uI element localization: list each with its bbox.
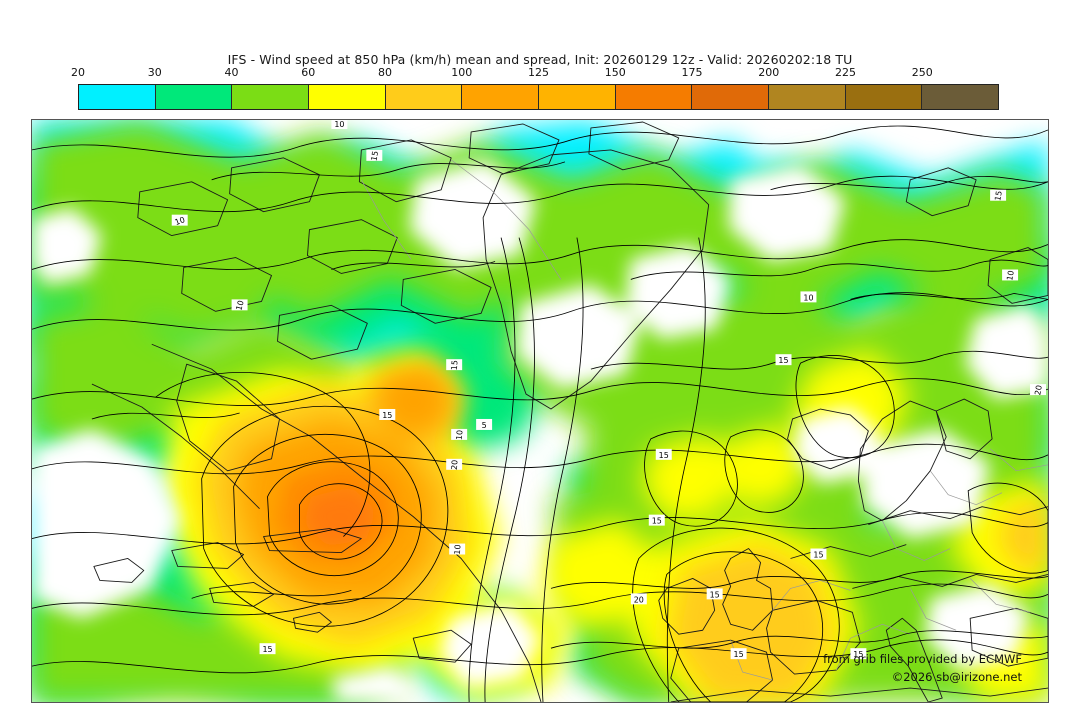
svg-text:10: 10 (334, 120, 344, 129)
svg-text:15: 15 (659, 451, 669, 460)
map-panel[interactable]: 10 10 15 10 10 (31, 119, 1049, 703)
colorbar-segment (922, 85, 999, 109)
colorbar-tick: 250 (911, 66, 933, 79)
colorbar-segment (309, 85, 386, 109)
svg-text:20: 20 (634, 595, 644, 604)
colorbar-tick: 200 (758, 66, 780, 79)
fill-band-below-20 (32, 159, 1048, 702)
colorbar: 20 30 40 60 80 100 125 150 175 200 225 250 (71, 66, 999, 112)
svg-text:15: 15 (734, 650, 744, 659)
svg-text:15: 15 (450, 360, 460, 371)
svg-text:10: 10 (174, 215, 187, 227)
colorbar-segment (845, 85, 923, 109)
colorbar-tick: 40 (224, 66, 239, 79)
colorbar-tick: 150 (604, 66, 626, 79)
colorbar-tick: 125 (528, 66, 549, 79)
svg-text:10: 10 (453, 544, 463, 555)
colorbar-segment (692, 85, 770, 109)
colorbar-tick: 100 (451, 66, 473, 79)
svg-text:15: 15 (652, 517, 662, 526)
colorbar-tick: 30 (147, 66, 162, 79)
page-title: IFS - Wind speed at 850 hPa (km/h) mean … (227, 52, 853, 67)
colorbar-segment (155, 85, 233, 109)
attribution-copyright: ©2026 sb@irizone.net (891, 670, 1022, 684)
svg-text:10: 10 (1005, 270, 1016, 282)
colorbar-tick: 175 (681, 66, 703, 79)
colorbar-segment (769, 85, 846, 109)
colorbar-tick: 225 (835, 66, 856, 79)
weather-map[interactable]: 10 10 15 10 10 (32, 120, 1048, 702)
colorbar-segment (79, 85, 156, 109)
colorbar-gradient (78, 84, 999, 110)
colorbar-segment (539, 85, 616, 109)
attribution-source: from grib files provided by ECMWF (823, 652, 1022, 666)
svg-text:15: 15 (262, 645, 272, 654)
colorbar-segment (232, 85, 310, 109)
svg-text:15: 15 (369, 150, 380, 162)
contour-labels: 10 10 15 10 10 (171, 120, 1047, 659)
svg-text:15: 15 (382, 411, 392, 420)
svg-text:15: 15 (813, 551, 823, 560)
colorbar-tick-labels: 20 30 40 60 80 100 125 150 175 200 225 250 (71, 66, 999, 82)
svg-text:15: 15 (710, 590, 720, 599)
svg-text:15: 15 (778, 356, 788, 365)
svg-text:5: 5 (482, 421, 487, 430)
colorbar-segment (462, 85, 540, 109)
colorbar-segment (385, 85, 463, 109)
svg-text:20: 20 (450, 459, 460, 470)
svg-text:10: 10 (455, 430, 465, 441)
svg-text:20: 20 (1033, 384, 1044, 396)
colorbar-tick: 80 (378, 66, 392, 79)
spread-contours (32, 125, 1048, 702)
colorbar-tick: 20 (71, 66, 85, 79)
colorbar-segment (615, 85, 693, 109)
svg-text:15: 15 (853, 650, 863, 659)
svg-text:10: 10 (234, 299, 245, 311)
svg-text:10: 10 (803, 293, 813, 302)
colorbar-tick: 60 (301, 66, 316, 79)
svg-text:15: 15 (993, 190, 1004, 202)
